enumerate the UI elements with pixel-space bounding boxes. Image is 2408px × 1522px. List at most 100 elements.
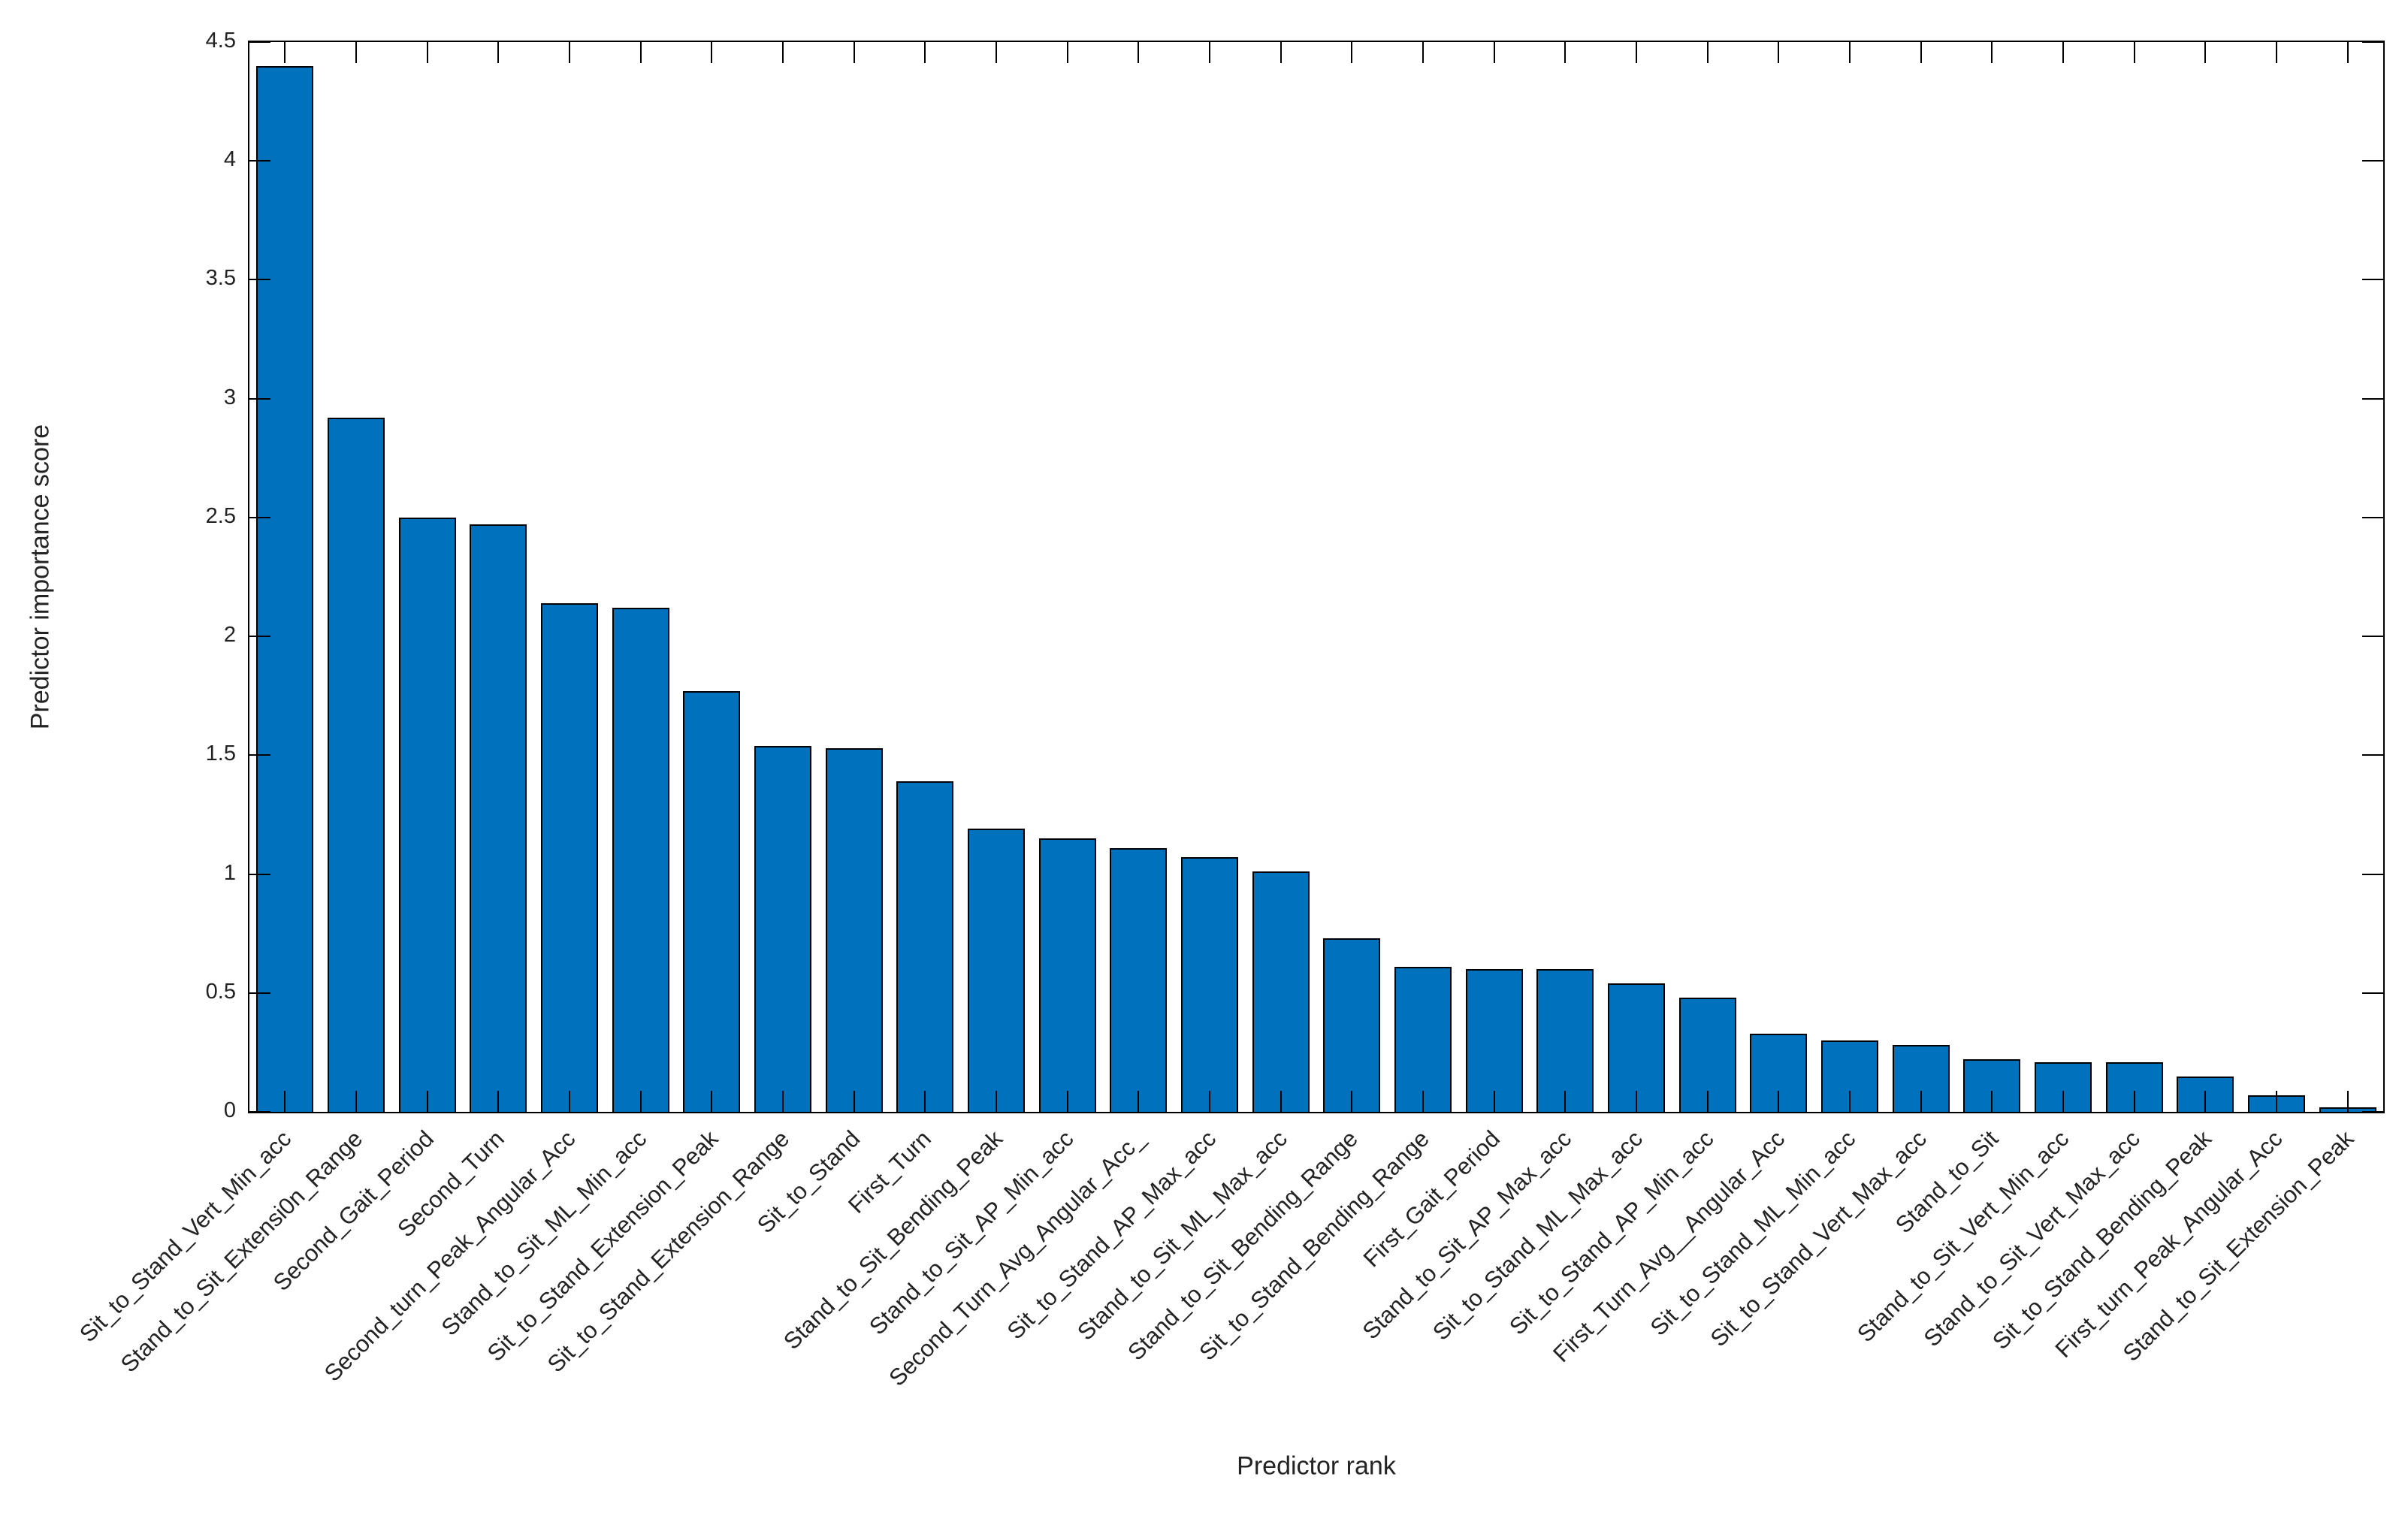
x-tick-mark (1351, 42, 1353, 63)
x-tick-mark (2276, 42, 2277, 63)
bar (470, 524, 527, 1112)
x-tick-mark (1636, 42, 1637, 63)
y-tick-label: 1 (223, 860, 236, 885)
x-tick-mark (355, 42, 357, 63)
x-tick-mark (497, 1091, 500, 1112)
y-tick-mark (249, 754, 270, 756)
y-tick-label: 2 (223, 622, 236, 647)
x-tick-mark (1493, 1091, 1495, 1112)
x-tick-mark (853, 42, 855, 63)
y-tick-mark (2362, 397, 2383, 400)
bar (754, 745, 811, 1112)
x-axis-label: Predictor rank (1237, 1451, 1396, 1481)
x-tick-mark (1849, 42, 1851, 63)
bar (1038, 838, 1096, 1112)
bar (968, 829, 1025, 1112)
x-tick-mark (639, 1091, 642, 1112)
x-tick-mark (2133, 42, 2135, 63)
x-tick-mark (1564, 42, 1567, 63)
bar (398, 517, 456, 1112)
x-tick-mark (711, 1091, 713, 1112)
x-tick-mark (426, 1091, 428, 1112)
x-tick-mark (1493, 42, 1495, 63)
x-tick-mark (2062, 1091, 2064, 1112)
x-tick-mark (1209, 42, 1210, 63)
x-tick-mark (1706, 1091, 1709, 1112)
bar (1536, 969, 1594, 1112)
y-tick-mark (2362, 160, 2383, 162)
y-tick-mark (2362, 754, 2383, 756)
bar (328, 417, 385, 1112)
bar (683, 690, 741, 1112)
x-tick-mark (1636, 1091, 1637, 1112)
x-tick-mark (426, 42, 428, 63)
x-tick-mark (1422, 1091, 1424, 1112)
x-tick-mark (1422, 42, 1424, 63)
x-tick-mark (1066, 42, 1068, 63)
y-tick-mark (249, 873, 270, 875)
y-axis-label: Predictor importance score (26, 424, 55, 730)
y-tick-label: 4.5 (205, 28, 236, 53)
y-tick-mark (2362, 41, 2383, 43)
x-tick-mark (996, 1091, 997, 1112)
x-tick-mark (1778, 1091, 1780, 1112)
bar (1110, 847, 1168, 1112)
x-tick-mark (355, 1091, 357, 1112)
x-tick-mark (1280, 1091, 1282, 1112)
bar (1608, 983, 1665, 1112)
x-tick-mark (996, 42, 997, 63)
x-tick-mark (1706, 42, 1709, 63)
x-tick-mark (1066, 1091, 1068, 1112)
y-tick-label: 3.5 (205, 266, 236, 291)
x-tick-mark (2346, 42, 2349, 63)
y-tick-mark (249, 160, 270, 162)
x-tick-mark (1138, 1091, 1140, 1112)
bar (1252, 871, 1310, 1112)
y-tick-mark (2362, 636, 2383, 638)
x-tick-mark (2346, 1091, 2349, 1112)
y-tick-mark (2362, 873, 2383, 875)
x-tick-mark (853, 1091, 855, 1112)
x-tick-mark (1991, 42, 1993, 63)
y-tick-label: 0 (223, 1098, 236, 1122)
x-tick-mark (569, 42, 570, 63)
y-tick-mark (2362, 992, 2383, 994)
x-tick-mark (1849, 1091, 1851, 1112)
x-tick-mark (782, 42, 784, 63)
x-tick-mark (1920, 1091, 1922, 1112)
x-tick-mark (1991, 1091, 1993, 1112)
y-tick-mark (249, 1111, 270, 1113)
bar (1394, 966, 1452, 1112)
y-tick-mark (2362, 1111, 2383, 1113)
x-tick-mark (2062, 42, 2064, 63)
x-tick-mark (2204, 42, 2207, 63)
y-tick-label: 3 (223, 385, 236, 409)
x-tick-mark (782, 1091, 784, 1112)
x-tick-mark (2276, 1091, 2277, 1112)
y-tick-label: 1.5 (205, 741, 236, 766)
x-tick-mark (1138, 42, 1140, 63)
bar (1465, 969, 1523, 1112)
bar (612, 608, 669, 1112)
y-tick-mark (249, 279, 270, 281)
x-tick-mark (2133, 1091, 2135, 1112)
x-tick-mark (711, 42, 713, 63)
bar (541, 602, 598, 1112)
x-tick-mark (569, 1091, 570, 1112)
plot-area: Predictor importance score Predictor ran… (26, 29, 2385, 1481)
bar (1181, 857, 1238, 1112)
x-tick-mark (924, 42, 926, 63)
y-tick-mark (2362, 516, 2383, 518)
x-tick-mark (2204, 1091, 2207, 1112)
y-tick-label: 0.5 (205, 979, 236, 1004)
x-tick-mark (497, 42, 500, 63)
x-tick-mark (1920, 42, 1922, 63)
y-tick-mark (249, 397, 270, 400)
x-tick-mark (1280, 42, 1282, 63)
bar (256, 65, 314, 1112)
y-tick-mark (249, 41, 270, 43)
y-tick-mark (249, 992, 270, 994)
x-tick-label: Second_Turn_Avg_Angular_Acc_ (884, 1125, 1150, 1391)
x-tick-mark (1209, 1091, 1210, 1112)
